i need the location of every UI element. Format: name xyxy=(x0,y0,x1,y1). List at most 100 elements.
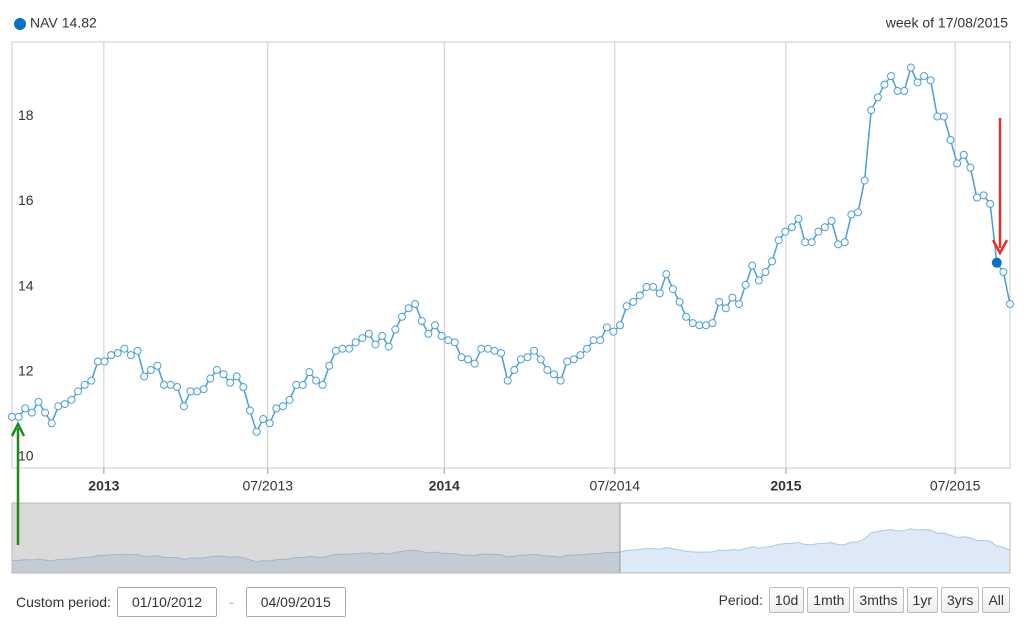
point xyxy=(721,304,730,313)
period-button[interactable]: 3yrs xyxy=(940,587,980,613)
navigator-area xyxy=(11,528,1011,574)
point xyxy=(477,344,486,353)
navigator-mask xyxy=(11,502,621,574)
point xyxy=(966,163,975,172)
navigator-frame xyxy=(11,502,1011,574)
point xyxy=(847,210,856,219)
period-button[interactable]: 1yr xyxy=(906,587,938,613)
point xyxy=(728,293,737,302)
period-buttons: Period: 10d 1mth 3mths 1yr 3yrs All xyxy=(719,587,1010,613)
point xyxy=(54,402,63,411)
point xyxy=(87,376,96,385)
point xyxy=(827,216,836,225)
point xyxy=(814,227,823,236)
point xyxy=(60,400,69,409)
point xyxy=(80,380,89,389)
to-input[interactable]: 04/09/2015 xyxy=(245,587,346,617)
point xyxy=(807,238,816,247)
period-button[interactable]: 3mths xyxy=(853,587,904,613)
point xyxy=(860,176,869,185)
point xyxy=(939,112,948,121)
point xyxy=(100,357,109,366)
from-input[interactable]: 01/10/2012 xyxy=(116,587,218,617)
point xyxy=(292,380,301,389)
point xyxy=(232,372,241,381)
point xyxy=(146,366,155,375)
point xyxy=(245,406,254,415)
point xyxy=(47,419,56,428)
point xyxy=(503,376,512,385)
point xyxy=(179,402,188,411)
point xyxy=(391,325,400,334)
x-tick-label: 07/2014 xyxy=(589,478,640,494)
x-tick-label: 2014 xyxy=(429,478,460,494)
point xyxy=(483,344,492,353)
legend-dot xyxy=(14,18,26,30)
point xyxy=(252,427,261,436)
point xyxy=(569,355,578,364)
point xyxy=(655,289,664,298)
point xyxy=(986,199,995,208)
point xyxy=(516,355,525,364)
point xyxy=(834,240,843,249)
red-arrow-head xyxy=(991,239,1009,256)
point xyxy=(285,395,294,404)
period-button[interactable]: 10d xyxy=(768,587,805,613)
point xyxy=(278,402,287,411)
x-tick-label: 2015 xyxy=(770,478,801,494)
point xyxy=(371,340,380,349)
point xyxy=(41,408,50,417)
x-tick-label: 07/2015 xyxy=(930,478,981,494)
point xyxy=(662,270,671,279)
point xyxy=(543,366,552,375)
y-tick-label: 16 xyxy=(18,192,34,208)
legend-value: 14.82 xyxy=(62,15,97,31)
y-tick-label: 12 xyxy=(18,363,34,379)
point xyxy=(741,280,750,289)
point xyxy=(470,359,479,368)
point xyxy=(140,372,149,381)
point xyxy=(953,159,962,168)
point xyxy=(668,285,677,294)
point xyxy=(893,86,902,95)
point xyxy=(14,412,23,421)
point xyxy=(556,376,565,385)
period-label: Period: xyxy=(718,592,763,608)
point xyxy=(126,351,135,360)
period-button[interactable]: All xyxy=(982,587,1010,613)
point xyxy=(133,346,142,355)
point xyxy=(774,236,783,245)
point xyxy=(27,408,36,417)
x-tick-label: 2013 xyxy=(88,478,119,494)
point xyxy=(530,346,539,355)
point xyxy=(160,380,169,389)
point xyxy=(259,415,268,424)
point xyxy=(920,72,929,81)
point xyxy=(688,319,697,328)
point xyxy=(853,208,862,217)
period-button[interactable]: 1mth xyxy=(807,587,851,613)
point xyxy=(622,302,631,311)
point xyxy=(900,86,909,95)
y-tick-label: 10 xyxy=(18,448,34,464)
point xyxy=(820,223,829,232)
point xyxy=(840,238,849,247)
point xyxy=(635,291,644,300)
point xyxy=(338,344,347,353)
point xyxy=(93,357,102,366)
point xyxy=(325,361,334,370)
point xyxy=(523,353,532,362)
point xyxy=(417,317,426,326)
chart: NAV 14.82 week of 17/08/2015 10 12 14 16 18 2… xyxy=(8,15,1014,574)
custom-period: Custom period: 01/10/2012 - 04/09/2015 xyxy=(16,587,346,617)
point xyxy=(616,321,625,330)
point xyxy=(364,329,373,338)
point xyxy=(450,338,459,347)
point xyxy=(781,227,790,236)
point xyxy=(906,63,915,72)
point xyxy=(510,366,519,375)
point xyxy=(199,385,208,394)
point xyxy=(358,334,367,343)
point xyxy=(701,321,710,330)
